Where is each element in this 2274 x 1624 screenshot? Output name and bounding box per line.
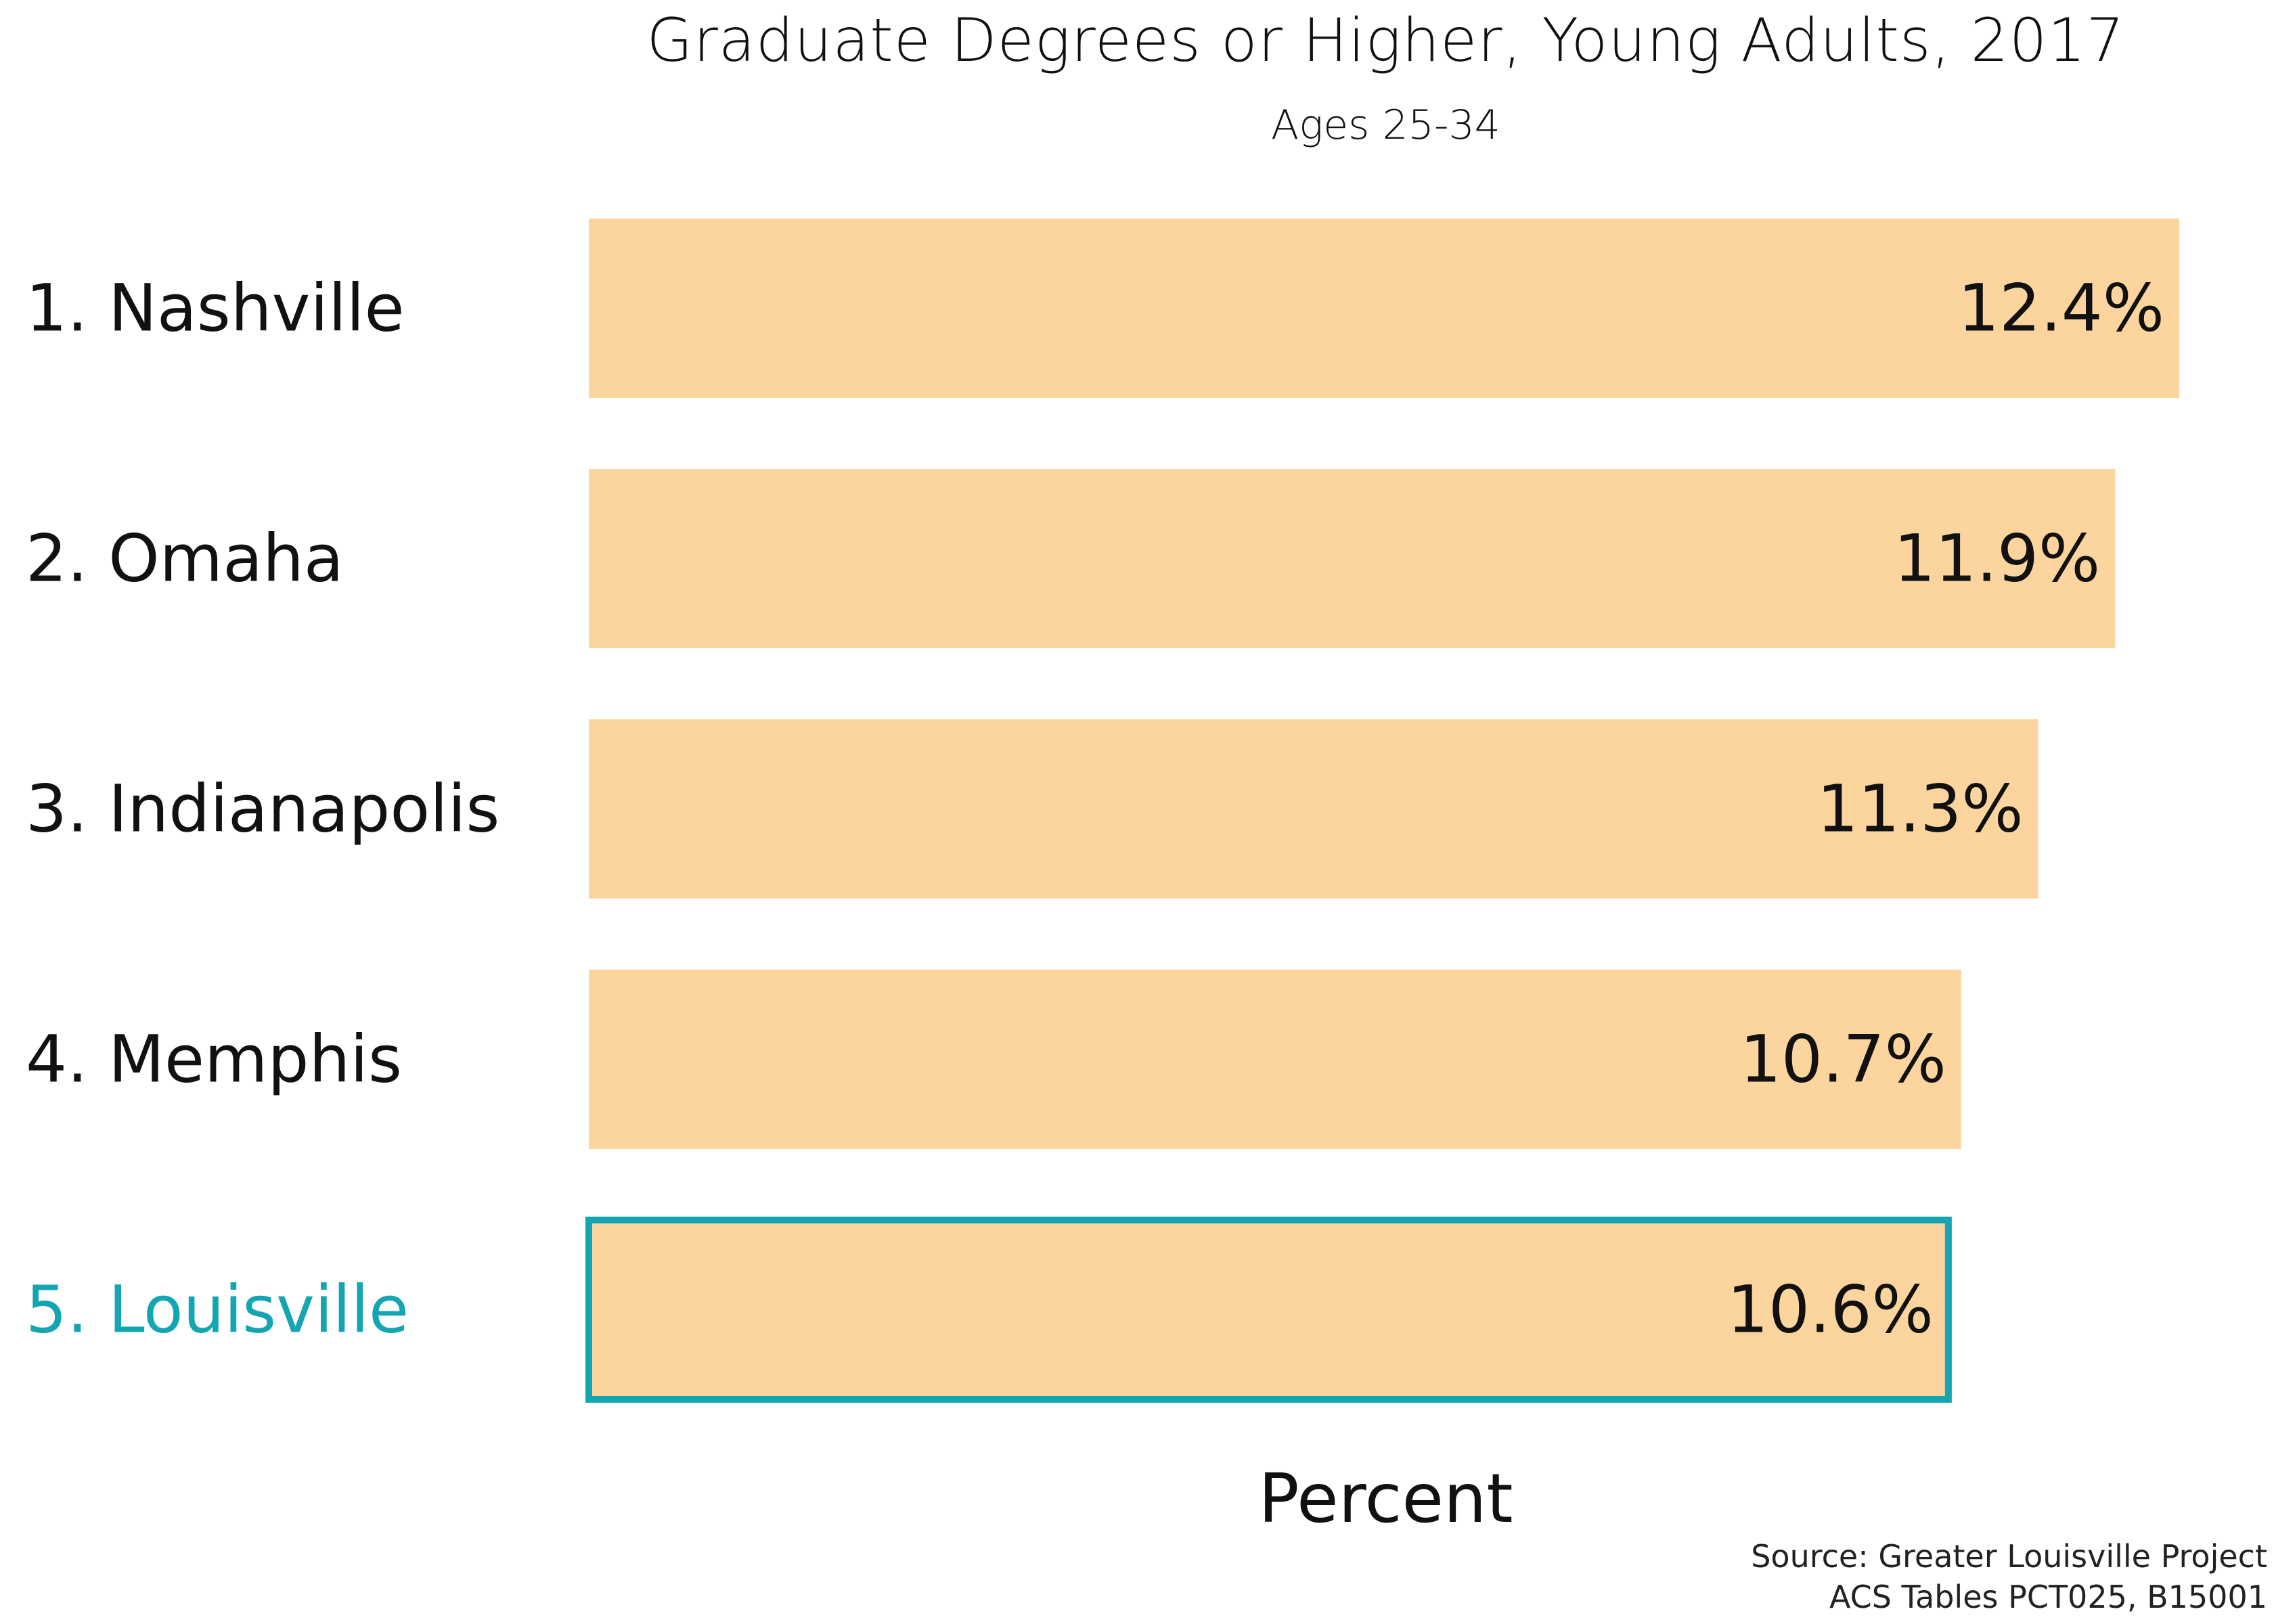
category-label-1: 1. Nashville xyxy=(26,271,405,346)
source-note: Source: Greater Louisville Project xyxy=(1751,1538,2267,1575)
category-label-3: 3. Indianapolis xyxy=(26,771,499,847)
category-label-5: 5. Louisville xyxy=(26,1272,409,1348)
value-label-2: 11.9% xyxy=(1894,521,2100,597)
value-label-5: 10.6% xyxy=(1727,1272,1934,1348)
value-label-4: 10.7% xyxy=(1740,1022,1946,1098)
bar-4 xyxy=(589,970,1961,1149)
bar-2 xyxy=(589,469,2116,648)
bar-1 xyxy=(589,219,2179,398)
chart-title: Graduate Degrees or Higher, Young Adults… xyxy=(646,5,2125,75)
source-tables-note: ACS Tables PCT025, B15001 xyxy=(1829,1579,2267,1615)
x-axis-label: Percent xyxy=(1258,1459,1513,1538)
bar-3 xyxy=(589,719,2038,899)
bar-5 xyxy=(585,1217,1952,1403)
category-label-2: 2. Omaha xyxy=(26,521,344,597)
value-label-3: 11.3% xyxy=(1817,771,2024,847)
value-label-1: 12.4% xyxy=(1958,271,2164,346)
category-label-4: 4. Memphis xyxy=(26,1022,402,1098)
chart-subtitle: Ages 25-34 xyxy=(1271,102,1500,149)
